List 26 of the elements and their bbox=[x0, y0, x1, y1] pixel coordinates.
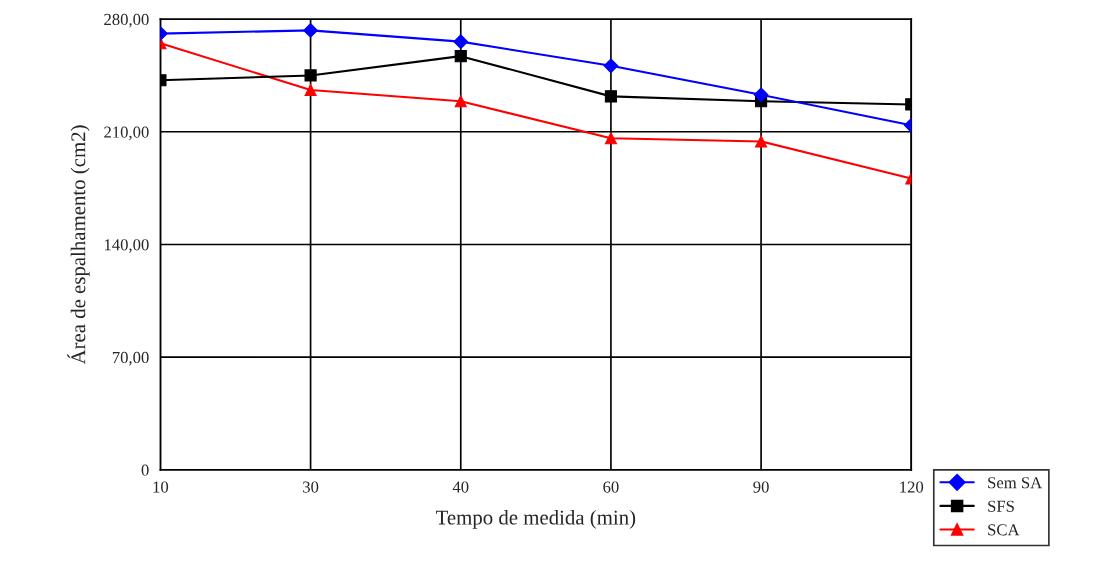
x-tick-label: 10 bbox=[153, 481, 169, 493]
x-tick-label: 60 bbox=[603, 481, 619, 493]
x-axis-title: Tempo de medida (min) bbox=[435, 509, 636, 529]
point bbox=[454, 50, 467, 63]
point bbox=[304, 83, 317, 97]
point bbox=[303, 22, 318, 38]
legend-label: SFS bbox=[988, 500, 1014, 512]
point bbox=[603, 58, 619, 74]
y-tick-label: 140,00 bbox=[104, 239, 149, 253]
point bbox=[454, 95, 467, 108]
y-tick-label: 280,00 bbox=[104, 13, 149, 28]
legend-label: SCA bbox=[988, 524, 1020, 536]
x-tick-label: 90 bbox=[753, 481, 769, 493]
point bbox=[753, 87, 769, 103]
x-tick-label: 120 bbox=[900, 481, 924, 493]
point bbox=[604, 90, 617, 103]
y-tick-label: 70,00 bbox=[112, 351, 149, 366]
point bbox=[304, 69, 317, 82]
point bbox=[604, 132, 617, 145]
y-tick-label: 210,00 bbox=[104, 126, 149, 141]
legend-label: Sem SA bbox=[988, 477, 1043, 489]
x-tick-label: 40 bbox=[452, 481, 469, 493]
y-tick-label: 0 bbox=[141, 464, 149, 476]
x-tick-label: 30 bbox=[303, 481, 319, 493]
point bbox=[453, 34, 469, 50]
y-axis-title: Área de espalhamento (cm2) bbox=[67, 125, 90, 365]
